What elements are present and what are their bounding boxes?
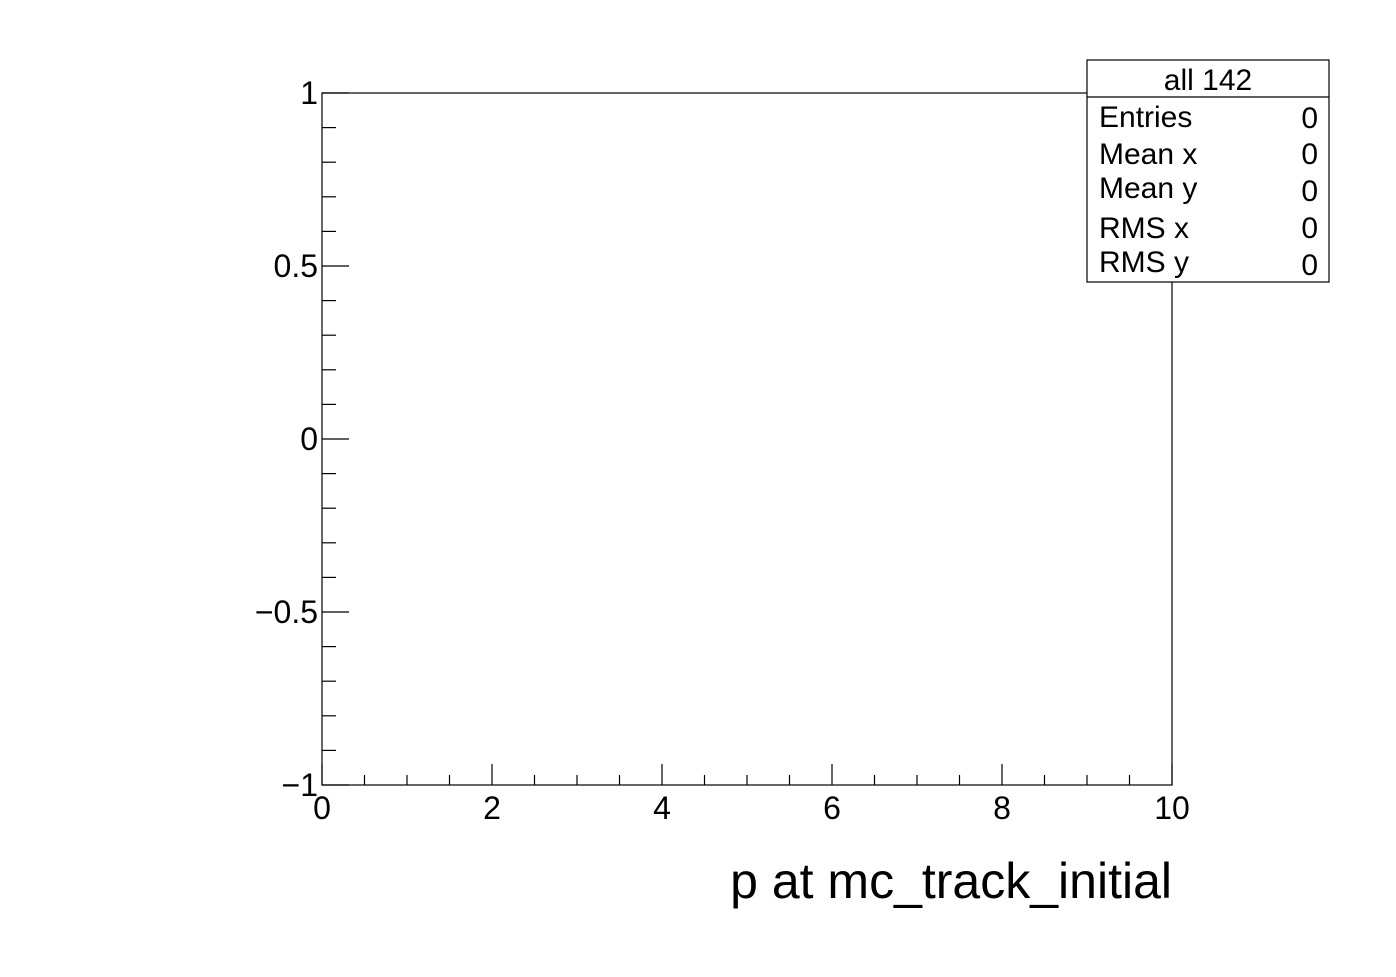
stats-label-mean-x: Mean x [1099, 138, 1197, 171]
stats-label-rms-y: RMS y [1099, 246, 1189, 279]
y-tick-label-minus-1: −1 [282, 767, 318, 803]
x-axis-ticks [321, 764, 1173, 785]
y-tick-label-1: 1 [300, 75, 318, 111]
stats-value-entries: 0 [1301, 102, 1318, 135]
x-tick-label-2: 2 [483, 790, 501, 826]
stats-value-mean-x: 0 [1301, 138, 1318, 171]
y-tick-label-minus-0-5: −0.5 [255, 594, 318, 630]
stats-value-mean-y: 0 [1301, 175, 1318, 208]
x-tick-label-4: 4 [653, 790, 671, 826]
stats-value-rms-x: 0 [1301, 212, 1318, 245]
y-axis-ticks [322, 92, 349, 786]
stats-value-rms-y: 0 [1301, 249, 1318, 282]
stats-box-title: all 142 [1164, 64, 1252, 97]
stats-label-rms-x: RMS x [1099, 212, 1189, 245]
x-tick-label-10: 10 [1154, 790, 1190, 826]
stats-box: all 142 Entries 0 Mean x 0 Mean y 0 RMS … [1086, 59, 1330, 283]
plot-frame [321, 92, 1173, 786]
stats-label-entries: Entries [1099, 101, 1192, 134]
x-tick-label-6: 6 [823, 790, 841, 826]
x-axis-tick-labels: 0 2 4 6 8 10 [313, 790, 1190, 826]
x-tick-label-0: 0 [313, 790, 331, 826]
stats-label-mean-y: Mean y [1099, 172, 1197, 205]
y-axis-tick-labels: −1 −0.5 0 0.5 1 [255, 75, 318, 803]
x-axis-title: p at mc_track_initial [730, 853, 1172, 909]
y-tick-label-0: 0 [300, 421, 318, 457]
y-tick-label-0-5: 0.5 [274, 248, 318, 284]
x-tick-label-8: 8 [993, 790, 1011, 826]
